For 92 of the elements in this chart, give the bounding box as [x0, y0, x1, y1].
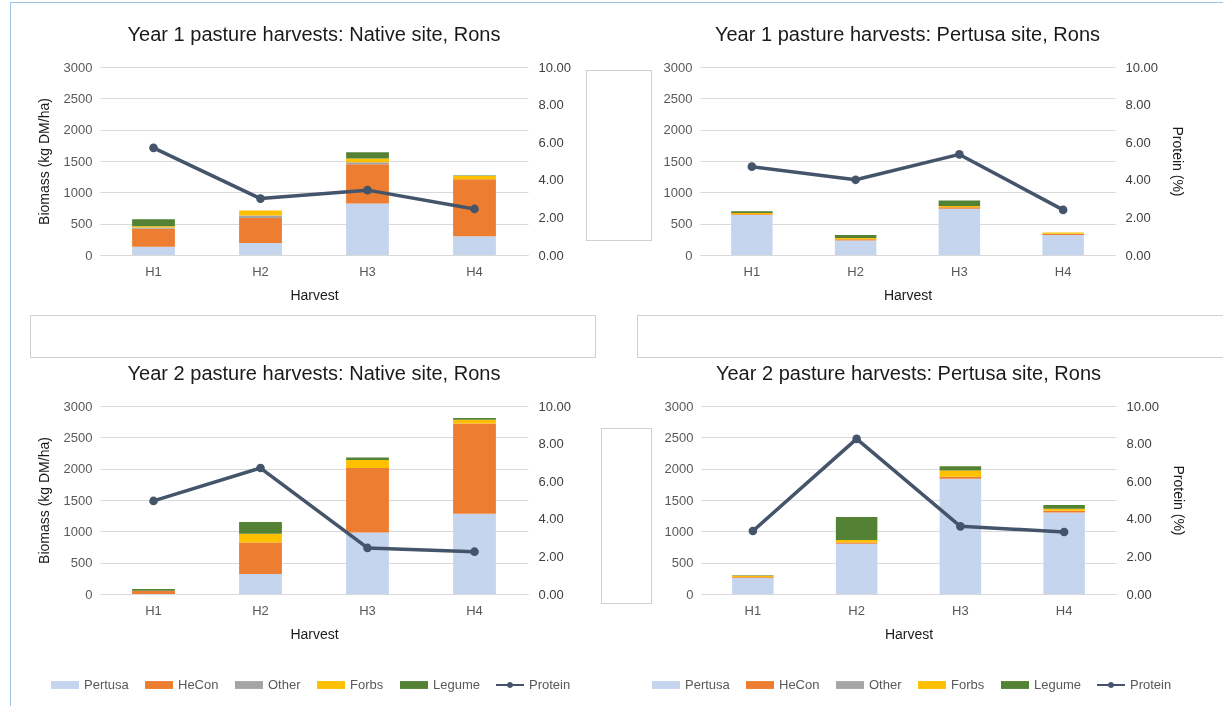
y2-tick-label: 0.00	[1126, 586, 1152, 602]
x-tick-label: H2	[252, 263, 269, 279]
y-tick-label: 500	[70, 216, 93, 232]
y-tick-label: 3000	[663, 59, 693, 75]
x-tick-label: H3	[359, 602, 376, 618]
y2-axis-title: Protein (%)	[1171, 465, 1188, 536]
legend-label: Pertusa	[84, 677, 130, 692]
y-tick-label: 2000	[663, 122, 693, 138]
x-tick-label: H4	[466, 263, 483, 279]
y2-tick-label: 0.00	[538, 247, 564, 263]
y-tick-label: 500	[671, 555, 694, 571]
legend-label: Forbs	[350, 677, 384, 692]
legend-label: Other	[268, 677, 302, 692]
x-tick-label: H1	[744, 602, 762, 618]
x-tick-label: H2	[252, 602, 269, 618]
y2-tick-label: 0.00	[1125, 247, 1151, 263]
y-tick-label: 500	[70, 555, 93, 571]
y2-tick-label: 4.00	[538, 511, 564, 527]
y-tick-label: 0	[85, 586, 93, 602]
y-tick-label: 0	[85, 247, 93, 263]
chart-title: Year 2 pasture harvests: Pertusa site, Rons	[715, 362, 1102, 384]
y-tick-label: 2500	[663, 90, 693, 106]
x-axis-title: Harvest	[290, 286, 339, 303]
x-tick-label: H4	[1054, 263, 1072, 279]
y2-tick-label: 8.00	[1125, 97, 1151, 113]
y2-tick-label: 10.00	[538, 398, 572, 414]
x-tick-label: H1	[743, 263, 761, 279]
y2-tick-label: 2.00	[538, 548, 564, 564]
y2-tick-label: 8.00	[538, 436, 564, 452]
y-tick-label: 3000	[63, 59, 93, 75]
y-tick-label: 1500	[663, 153, 693, 169]
y2-tick-label: 10.00	[538, 59, 572, 75]
y2-tick-label: 8.00	[1126, 436, 1152, 452]
y-tick-label: 2000	[63, 461, 93, 477]
y-tick-label: 2000	[63, 122, 93, 138]
y2-tick-label: 2.00	[1126, 548, 1152, 564]
x-tick-label: H4	[1055, 602, 1073, 618]
y-tick-label: 500	[670, 216, 693, 232]
chart-title: Year 1 pasture harvests: Pertusa site, Rons	[714, 23, 1101, 45]
x-tick-label: H1	[145, 263, 162, 279]
y-tick-label: 1000	[63, 523, 93, 539]
legend-label: HeCon	[178, 677, 219, 692]
y2-tick-label: 4.00	[538, 172, 564, 188]
y2-tick-label: 4.00	[1125, 172, 1151, 188]
chart-title: Year 1 pasture harvests: Native site, Rons	[127, 23, 501, 45]
y-tick-label: 1000	[663, 184, 693, 200]
legend-label: Legume	[1034, 677, 1081, 692]
x-axis-title: Harvest	[290, 625, 339, 642]
y-tick-label: 0	[685, 247, 693, 263]
y2-tick-label: 10.00	[1125, 59, 1159, 75]
legend-label: Other	[869, 677, 903, 692]
y-tick-label: 2500	[63, 429, 93, 445]
legend-label: Pertusa	[685, 677, 731, 692]
x-tick-label: H3	[359, 263, 376, 279]
y-axis-title: Biomass (kg DM/ha)	[35, 98, 52, 225]
x-tick-label: H2	[847, 263, 864, 279]
y-tick-label: 2500	[664, 429, 694, 445]
y-tick-label: 2000	[664, 461, 694, 477]
y-tick-label: 3000	[63, 398, 93, 414]
y-tick-label: 2500	[63, 90, 93, 106]
y2-tick-label: 2.00	[538, 209, 564, 225]
y2-tick-label: 4.00	[1126, 511, 1152, 527]
legend-label: Legume	[433, 677, 480, 692]
x-tick-label: H1	[145, 602, 162, 618]
y2-tick-label: 6.00	[538, 134, 564, 150]
y2-tick-label: 6.00	[538, 473, 564, 489]
y2-tick-label: 10.00	[1126, 398, 1160, 414]
legend-label: Forbs	[951, 677, 985, 692]
x-tick-label: H3	[952, 602, 969, 618]
y2-tick-label: 2.00	[1125, 209, 1151, 225]
y-axis-title: Biomass (kg DM/ha)	[35, 437, 52, 564]
y-tick-label: 3000	[664, 398, 694, 414]
y-tick-label: 1000	[664, 523, 694, 539]
y2-axis-title: Protein (%)	[1170, 126, 1187, 197]
y2-tick-label: 8.00	[538, 97, 564, 113]
y-tick-label: 1000	[63, 184, 93, 200]
legend-label: HeCon	[779, 677, 820, 692]
x-tick-label: H4	[466, 602, 483, 618]
y-tick-label: 0	[686, 586, 694, 602]
legend-label: Protein	[1130, 677, 1172, 692]
y2-tick-label: 6.00	[1125, 134, 1151, 150]
x-axis-title: Harvest	[883, 286, 933, 303]
chart-title: Year 2 pasture harvests: Native site, Rons	[127, 362, 501, 384]
y2-tick-label: 0.00	[538, 586, 564, 602]
y-tick-label: 1500	[63, 153, 93, 169]
legend-label: Protein	[529, 677, 571, 692]
y-tick-label: 1500	[63, 492, 93, 508]
x-tick-label: H3	[951, 263, 968, 279]
y-tick-label: 1500	[664, 492, 694, 508]
x-axis-title: Harvest	[884, 625, 934, 642]
x-tick-label: H2	[848, 602, 865, 618]
y2-tick-label: 6.00	[1126, 473, 1152, 489]
